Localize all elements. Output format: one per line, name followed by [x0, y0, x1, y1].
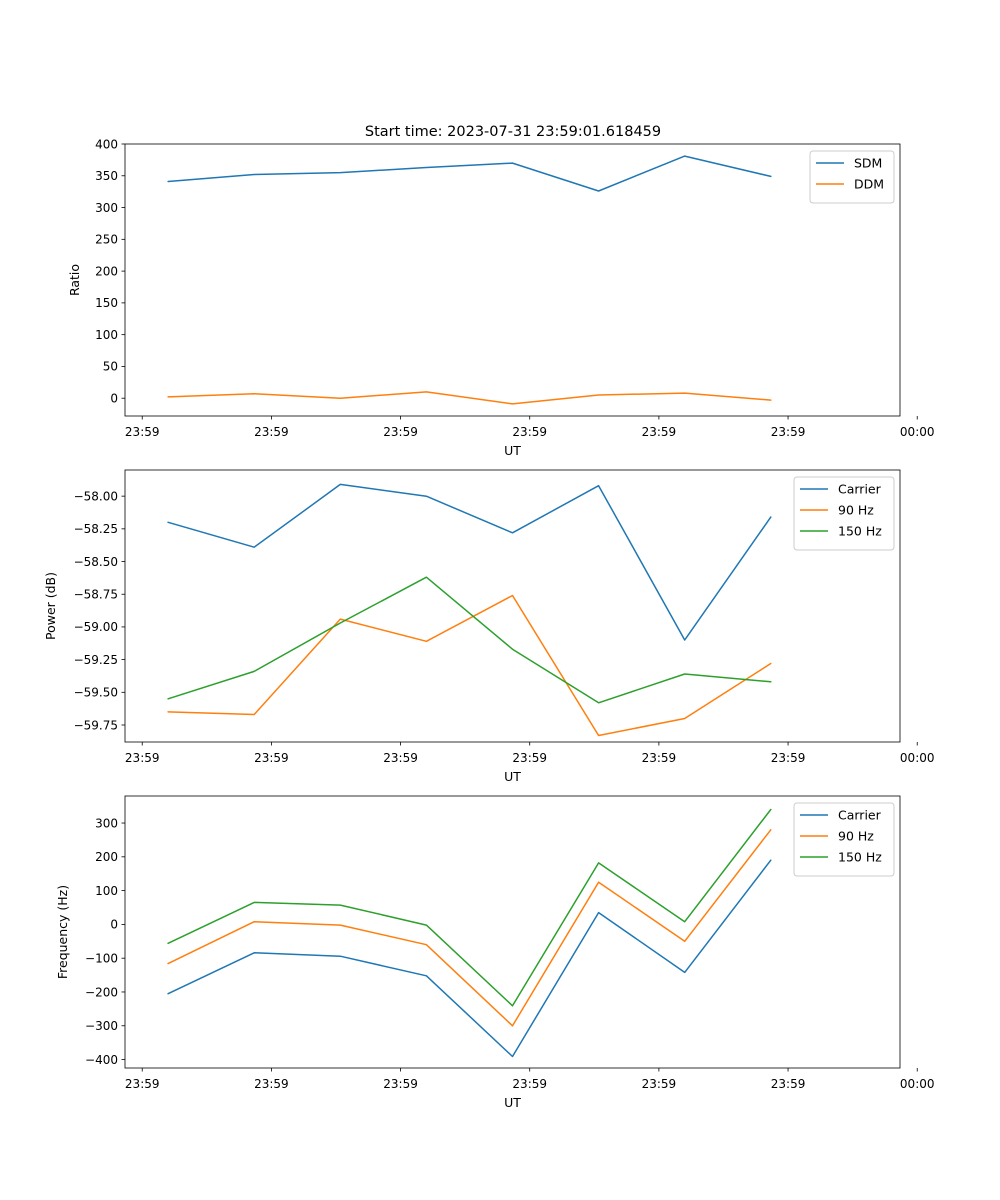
legend: Carrier 90 Hz 150 Hz: [793, 802, 895, 877]
y-axis-label: Power (dB): [43, 572, 58, 640]
x-tick-label: 23:59: [642, 1077, 677, 1091]
legend: Carrier 90 Hz 150 Hz: [793, 476, 895, 551]
x-tick-label: 23:59: [771, 1077, 806, 1091]
series-line-ratio-sdm: [167, 155, 772, 192]
legend-label: Carrier: [838, 808, 882, 823]
series-line-frequency-carrier: [167, 859, 772, 1058]
y-tick-label: −59.00: [74, 620, 118, 634]
x-tick-label: 23:59: [771, 751, 806, 765]
x-tick-label: 23:59: [771, 425, 806, 439]
chart-panel-ratio: 23:59 23:59 23:59 23:59 23:59 23:59 00:00 0 50 10…: [67, 137, 935, 458]
axes-frame: [124, 143, 901, 417]
series-line-power-150-hz: [167, 576, 772, 704]
y-tick-label: 200: [95, 850, 118, 864]
legend-label: DDM: [854, 177, 884, 192]
y-tick-label: 400: [95, 137, 118, 151]
series-line-power-90-hz: [167, 594, 772, 737]
x-tick-label: 23:59: [642, 751, 677, 765]
x-tick-label: 23:59: [512, 1077, 547, 1091]
y-tick-label: −300: [85, 1019, 118, 1033]
charts-container: 23:59 23:59 23:59 23:59 23:59 23:59 00:00 0 50 10…: [43, 137, 935, 1110]
legend-label: 90 Hz: [838, 829, 874, 844]
y-tick-label: −59.25: [74, 653, 118, 667]
x-tick-label: 00:00: [900, 425, 935, 439]
y-tick-label: −59.50: [74, 686, 118, 700]
y-axis-label: Frequency (Hz): [55, 885, 70, 979]
series-line-power-carrier: [167, 483, 772, 641]
x-tick-label: 23:59: [383, 425, 418, 439]
y-tick-label: −100: [85, 951, 118, 965]
y-tick-label: −58.00: [74, 489, 118, 503]
y-tick-label: −58.75: [74, 588, 118, 602]
y-tick-label: −200: [85, 985, 118, 999]
legend-label: 90 Hz: [838, 503, 874, 518]
series-line-frequency-150-hz: [167, 808, 772, 1007]
x-tick-label: 23:59: [254, 751, 289, 765]
figure-title: Start time: 2023-07-31 23:59:01.618459: [365, 124, 661, 140]
chart-panel-frequency: 23:59 23:59 23:59 23:59 23:59 23:59 00:00 −400 −…: [55, 795, 935, 1110]
legend-label: Carrier: [838, 482, 882, 497]
x-tick-label: 23:59: [642, 425, 677, 439]
axes-frame: [124, 795, 901, 1069]
chart-panel-power: 23:59 23:59 23:59 23:59 23:59 23:59 00:00 −59.7…: [43, 469, 935, 784]
x-tick-label: 23:59: [383, 751, 418, 765]
y-tick-label: 250: [95, 233, 118, 247]
y-tick-label: 50: [103, 360, 118, 374]
y-tick-label: 0: [110, 392, 118, 406]
series-line-frequency-90-hz: [167, 829, 772, 1027]
x-tick-label: 23:59: [254, 1077, 289, 1091]
legend-label: 150 Hz: [838, 524, 882, 539]
x-axis-label: UT: [504, 769, 521, 784]
y-tick-label: −58.50: [74, 555, 118, 569]
y-tick-label: 350: [95, 169, 118, 183]
legend-box: [809, 150, 895, 204]
x-axis-label: UT: [504, 1095, 521, 1110]
y-axis-label: Ratio: [67, 264, 82, 296]
x-tick-label: 23:59: [254, 425, 289, 439]
legend-label: SDM: [854, 156, 882, 171]
y-tick-label: 200: [95, 264, 118, 278]
y-tick-label: 100: [95, 884, 118, 898]
x-tick-label: 23:59: [125, 1077, 160, 1091]
x-tick-label: 23:59: [383, 1077, 418, 1091]
y-tick-label: −58.25: [74, 522, 118, 536]
x-axis-label: UT: [504, 443, 521, 458]
axes-frame: [124, 469, 901, 743]
legend: SDM DDM: [809, 150, 895, 204]
x-tick-label: 00:00: [900, 1077, 935, 1091]
legend-label: 150 Hz: [838, 850, 882, 865]
x-tick-label: 23:59: [125, 751, 160, 765]
x-tick-label: 23:59: [512, 425, 547, 439]
x-tick-label: 00:00: [900, 751, 935, 765]
y-tick-label: 0: [110, 918, 118, 932]
y-tick-label: −400: [85, 1053, 118, 1067]
x-tick-label: 23:59: [125, 425, 160, 439]
series-line-ratio-ddm: [167, 391, 772, 405]
y-tick-label: 100: [95, 328, 118, 342]
y-tick-label: 150: [95, 296, 118, 310]
y-tick-label: −59.75: [74, 718, 118, 732]
x-tick-label: 23:59: [512, 751, 547, 765]
y-tick-label: 300: [95, 201, 118, 215]
y-tick-label: 300: [95, 816, 118, 830]
